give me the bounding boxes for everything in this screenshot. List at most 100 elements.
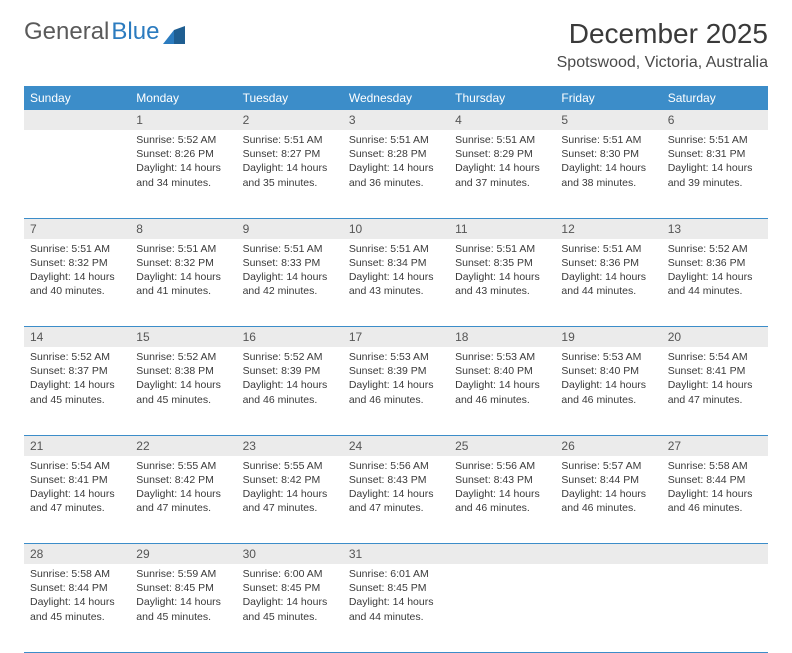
day2-text: and 37 minutes.	[455, 176, 549, 190]
day2-text: and 46 minutes.	[455, 501, 549, 515]
day2-text: and 47 minutes.	[349, 501, 443, 515]
day2-text: and 47 minutes.	[30, 501, 124, 515]
day-number: 25	[449, 435, 555, 456]
sunset-text: Sunset: 8:39 PM	[243, 364, 337, 378]
sunset-text: Sunset: 8:44 PM	[561, 473, 655, 487]
day2-text: and 45 minutes.	[136, 393, 230, 407]
day-number: 17	[343, 327, 449, 348]
day1-text: Daylight: 14 hours	[243, 487, 337, 501]
day1-text: Daylight: 14 hours	[136, 270, 230, 284]
sunset-text: Sunset: 8:40 PM	[561, 364, 655, 378]
day-cell	[449, 564, 555, 652]
sunrise-text: Sunrise: 5:53 AM	[455, 350, 549, 364]
sunset-text: Sunset: 8:30 PM	[561, 147, 655, 161]
location-text: Spotswood, Victoria, Australia	[557, 54, 768, 72]
weekday-header: Friday	[555, 86, 661, 110]
day-number: 13	[662, 218, 768, 239]
day-data-row: Sunrise: 5:58 AMSunset: 8:44 PMDaylight:…	[24, 564, 768, 652]
day-data-row: Sunrise: 5:52 AMSunset: 8:37 PMDaylight:…	[24, 347, 768, 435]
day-cell: Sunrise: 5:52 AMSunset: 8:37 PMDaylight:…	[24, 347, 130, 435]
sunrise-text: Sunrise: 5:52 AM	[30, 350, 124, 364]
day-number: 14	[24, 327, 130, 348]
sunrise-text: Sunrise: 5:56 AM	[455, 459, 549, 473]
day-number: 23	[237, 435, 343, 456]
sunset-text: Sunset: 8:33 PM	[243, 256, 337, 270]
sunset-text: Sunset: 8:42 PM	[136, 473, 230, 487]
day-number-row: 123456	[24, 110, 768, 130]
sunrise-text: Sunrise: 5:58 AM	[30, 567, 124, 581]
sunset-text: Sunset: 8:43 PM	[349, 473, 443, 487]
sunset-text: Sunset: 8:26 PM	[136, 147, 230, 161]
day-number: 24	[343, 435, 449, 456]
day-number-row: 21222324252627	[24, 435, 768, 456]
day2-text: and 47 minutes.	[668, 393, 762, 407]
day-number-row: 14151617181920	[24, 327, 768, 348]
day-cell: Sunrise: 6:01 AMSunset: 8:45 PMDaylight:…	[343, 564, 449, 652]
day-data-row: Sunrise: 5:52 AMSunset: 8:26 PMDaylight:…	[24, 130, 768, 218]
day2-text: and 44 minutes.	[561, 284, 655, 298]
day1-text: Daylight: 14 hours	[668, 487, 762, 501]
sunrise-text: Sunrise: 5:53 AM	[349, 350, 443, 364]
day2-text: and 47 minutes.	[243, 501, 337, 515]
weekday-header: Wednesday	[343, 86, 449, 110]
day-number	[449, 544, 555, 565]
logo-text-2: Blue	[111, 18, 159, 46]
sunset-text: Sunset: 8:40 PM	[455, 364, 549, 378]
day1-text: Daylight: 14 hours	[668, 270, 762, 284]
calendar-table: Sunday Monday Tuesday Wednesday Thursday…	[24, 86, 768, 653]
sunrise-text: Sunrise: 5:51 AM	[243, 133, 337, 147]
day-cell: Sunrise: 5:54 AMSunset: 8:41 PMDaylight:…	[24, 456, 130, 544]
sunset-text: Sunset: 8:41 PM	[668, 364, 762, 378]
day1-text: Daylight: 14 hours	[136, 595, 230, 609]
day1-text: Daylight: 14 hours	[455, 161, 549, 175]
weekday-header: Monday	[130, 86, 236, 110]
day-number: 2	[237, 110, 343, 130]
day-cell: Sunrise: 5:51 AMSunset: 8:30 PMDaylight:…	[555, 130, 661, 218]
day-number: 27	[662, 435, 768, 456]
day-cell: Sunrise: 6:00 AMSunset: 8:45 PMDaylight:…	[237, 564, 343, 652]
day2-text: and 46 minutes.	[349, 393, 443, 407]
sunrise-text: Sunrise: 5:57 AM	[561, 459, 655, 473]
day-cell: Sunrise: 5:51 AMSunset: 8:31 PMDaylight:…	[662, 130, 768, 218]
day1-text: Daylight: 14 hours	[30, 595, 124, 609]
day-number: 7	[24, 218, 130, 239]
sunset-text: Sunset: 8:36 PM	[668, 256, 762, 270]
day-number: 26	[555, 435, 661, 456]
day-cell	[555, 564, 661, 652]
weekday-header-row: Sunday Monday Tuesday Wednesday Thursday…	[24, 86, 768, 110]
day1-text: Daylight: 14 hours	[243, 595, 337, 609]
day-number: 3	[343, 110, 449, 130]
sunset-text: Sunset: 8:41 PM	[30, 473, 124, 487]
sunset-text: Sunset: 8:31 PM	[668, 147, 762, 161]
day1-text: Daylight: 14 hours	[349, 487, 443, 501]
day-cell: Sunrise: 5:56 AMSunset: 8:43 PMDaylight:…	[449, 456, 555, 544]
day-number: 22	[130, 435, 236, 456]
day-number: 16	[237, 327, 343, 348]
day-number: 20	[662, 327, 768, 348]
sunrise-text: Sunrise: 5:51 AM	[30, 242, 124, 256]
sunrise-text: Sunrise: 5:54 AM	[30, 459, 124, 473]
logo: GeneralBlue	[24, 18, 185, 46]
weekday-header: Thursday	[449, 86, 555, 110]
sunrise-text: Sunrise: 5:54 AM	[668, 350, 762, 364]
sunrise-text: Sunrise: 5:53 AM	[561, 350, 655, 364]
day-cell: Sunrise: 5:58 AMSunset: 8:44 PMDaylight:…	[662, 456, 768, 544]
day-number: 19	[555, 327, 661, 348]
day1-text: Daylight: 14 hours	[561, 270, 655, 284]
day-number: 6	[662, 110, 768, 130]
day2-text: and 43 minutes.	[455, 284, 549, 298]
day1-text: Daylight: 14 hours	[349, 270, 443, 284]
day-cell: Sunrise: 5:51 AMSunset: 8:29 PMDaylight:…	[449, 130, 555, 218]
day-number: 4	[449, 110, 555, 130]
title-block: December 2025 Spotswood, Victoria, Austr…	[557, 18, 768, 72]
day-cell: Sunrise: 5:52 AMSunset: 8:26 PMDaylight:…	[130, 130, 236, 218]
sunset-text: Sunset: 8:45 PM	[243, 581, 337, 595]
day-number: 10	[343, 218, 449, 239]
day2-text: and 35 minutes.	[243, 176, 337, 190]
month-title: December 2025	[557, 18, 768, 50]
sunrise-text: Sunrise: 5:51 AM	[561, 133, 655, 147]
sunrise-text: Sunrise: 5:51 AM	[668, 133, 762, 147]
header: GeneralBlue December 2025 Spotswood, Vic…	[24, 18, 768, 72]
day-cell: Sunrise: 5:51 AMSunset: 8:28 PMDaylight:…	[343, 130, 449, 218]
day1-text: Daylight: 14 hours	[349, 161, 443, 175]
